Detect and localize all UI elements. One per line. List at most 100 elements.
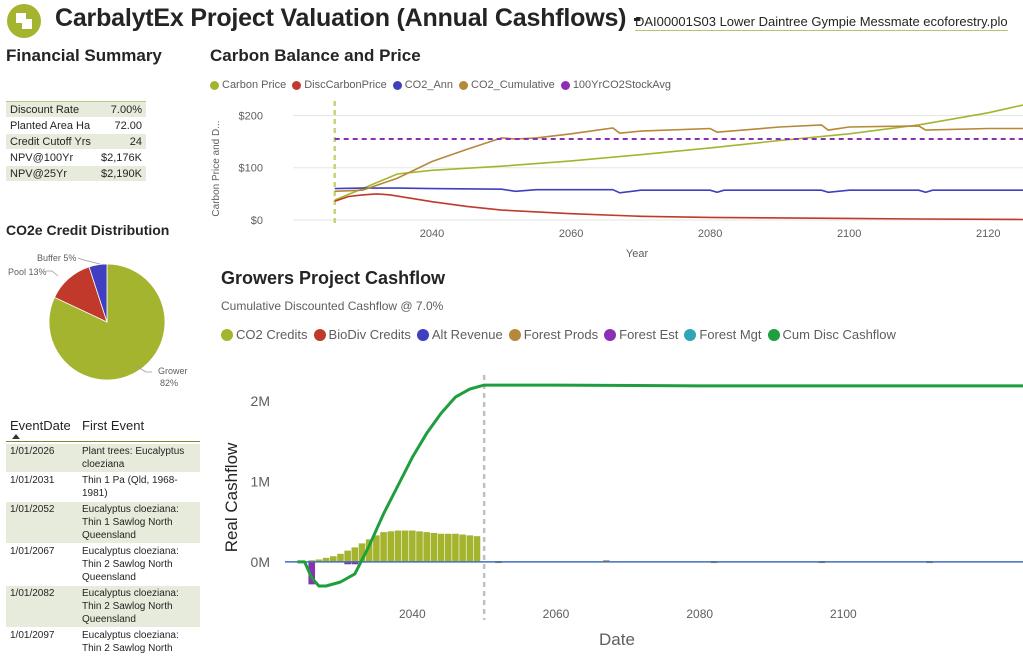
legend-label: CO2 Credits xyxy=(236,327,308,342)
bar-forest-est[interactable] xyxy=(344,561,351,565)
event-row[interactable]: 1/01/2052 Eucalyptus cloeziana: Thin 1 Saw… xyxy=(6,502,200,544)
bar-forest-est[interactable] xyxy=(351,561,359,565)
bar-co2-credits[interactable] xyxy=(329,556,337,562)
financial-summary-table: Discount Rate 7.00% Planted Area Ha 72.00 Cr… xyxy=(6,101,146,182)
legend-label: CO2_Ann xyxy=(404,79,454,91)
cashflow-legend-item-forest-mgt[interactable]: Forest Mgt xyxy=(684,327,762,342)
carbon-legend-item-100yrco2stockavg[interactable]: 100YrCO2StockAvg xyxy=(560,79,671,91)
bar-forest-est[interactable] xyxy=(308,561,316,585)
event-description-line: Eucalyptus cloeziana: xyxy=(82,630,179,641)
x-tick-label: 2060 xyxy=(559,228,583,240)
carbon-legend-item-co2-ann[interactable]: CO2_Ann xyxy=(392,79,454,91)
bar-co2-credits[interactable] xyxy=(337,553,344,562)
summary-row: Planted Area Ha 72.00 xyxy=(6,117,146,134)
event-date: 1/01/2067 xyxy=(10,546,55,557)
bar-co2-credits[interactable] xyxy=(466,535,474,562)
legend-marker-icon xyxy=(210,80,219,90)
credit-distribution-pie[interactable]: Buffer 5% Pool 13% Grower 82% xyxy=(0,244,205,394)
summary-label: NPV@25Yr xyxy=(6,165,96,182)
legend-label: DiscCarbonPrice xyxy=(304,79,387,91)
bar-co2-credits[interactable] xyxy=(351,547,359,562)
event-description: Thin 1 Pa (Qld, 1968- 1981) xyxy=(82,474,200,500)
y-tick-label: $200 xyxy=(239,110,263,122)
summary-row: NPV@100Yr $2,176K xyxy=(6,149,146,166)
financial-summary-heading: Financial Summary xyxy=(6,46,162,65)
legend-label: Forest Est xyxy=(619,327,679,342)
carbon-legend-item-co2-cumulative[interactable]: CO2_Cumulative xyxy=(459,79,555,91)
cashflow-heading: Growers Project Cashflow xyxy=(221,268,446,288)
cashflow-legend-item-biodiv-credits[interactable]: BioDiv Credits xyxy=(313,327,411,342)
bar-co2-credits[interactable] xyxy=(416,531,423,562)
series-line-cum-disc-cashflow[interactable] xyxy=(297,383,1023,588)
pie-slice-buffer[interactable] xyxy=(88,263,108,323)
carbon-legend-item-disccarbonprice[interactable]: DiscCarbonPrice xyxy=(292,79,387,91)
summary-value: 7.00% xyxy=(96,101,146,118)
summary-value: 72.00 xyxy=(96,117,146,134)
bar-co2-credits[interactable] xyxy=(394,530,402,562)
event-date: 1/01/2097 xyxy=(10,630,55,641)
y-tick-label: 2M xyxy=(251,393,270,409)
legend-marker-icon xyxy=(221,328,233,341)
first-event-column-header[interactable]: First Event xyxy=(82,418,145,433)
legend-label: Carbon Price xyxy=(222,79,287,91)
event-description: Plant trees: Eucalyptus cloeziana xyxy=(82,445,200,471)
x-tick-label: 2080 xyxy=(698,228,722,240)
event-row[interactable]: 1/01/2031 Thin 1 Pa (Qld, 1968- 1981) xyxy=(6,473,200,502)
summary-label: Credit Cutoff Yrs xyxy=(6,133,96,150)
carbon-balance-chart[interactable]: $0 $100 $200 2040 2060 2080 2100 2120 Year Carbon… xyxy=(205,95,1023,265)
bar-co2-credits[interactable] xyxy=(344,550,351,562)
event-date: 1/01/2052 xyxy=(10,504,55,515)
pie-slice-grower[interactable] xyxy=(48,263,166,381)
series-line-co2-ann[interactable] xyxy=(334,187,1023,194)
bar-co2-credits[interactable] xyxy=(430,532,438,562)
bar-co2-credits[interactable] xyxy=(452,533,459,562)
bar-co2-credits[interactable] xyxy=(373,535,380,562)
bar-co2-credits[interactable] xyxy=(444,533,452,562)
bar-co2-credits[interactable] xyxy=(365,539,373,562)
event-description-line: Thin 1 Pa (Qld, 1968- xyxy=(82,475,178,486)
legend-label: Cum Disc Cashflow xyxy=(782,327,896,342)
bar-co2-credits[interactable] xyxy=(437,533,445,562)
cashflow-legend-item-forest-est[interactable]: Forest Est xyxy=(604,327,678,342)
event-date: 1/01/2082 xyxy=(10,588,55,599)
bar-co2-credits[interactable] xyxy=(315,559,323,562)
bar-co2-credits[interactable] xyxy=(473,536,481,562)
sort-ascending-icon[interactable] xyxy=(12,434,20,439)
event-description: Eucalyptus cloeziana: Thin 2 Sawlog North… xyxy=(82,545,200,584)
event-description-line: Queensland xyxy=(82,530,136,541)
legend-marker-icon xyxy=(560,80,570,90)
event-row[interactable]: 1/01/2026 Plant trees: Eucalyptus cloezian… xyxy=(6,444,200,473)
event-date: 1/01/2026 xyxy=(10,446,55,457)
cashflow-legend-item-cum-disc-cashflow[interactable]: Cum Disc Cashflow xyxy=(767,327,896,342)
pool-label: Pool 13% xyxy=(8,267,47,277)
event-date-column-header[interactable]: EventDate xyxy=(10,418,71,433)
bar-co2-credits[interactable] xyxy=(459,534,466,562)
series-line-disccarbonprice[interactable] xyxy=(334,193,1023,221)
bar-co2-credits[interactable] xyxy=(423,532,430,562)
event-description-line: Thin 2 Sawlog North xyxy=(82,559,173,570)
cashflow-legend-item-co2-credits[interactable]: CO2 Credits xyxy=(221,327,308,342)
x-tick-label: 2120 xyxy=(976,228,1000,240)
cashflow-chart[interactable]: 0M 1M 2M 2040 2060 2080 2100 Date Real Cashflow xyxy=(215,345,1023,657)
cashflow-legend-item-alt-revenue[interactable]: Alt Revenue xyxy=(416,327,503,342)
bar-co2-credits[interactable] xyxy=(387,531,395,562)
event-description: Eucalyptus cloeziana: Thin 2 Sawlog North… xyxy=(82,587,200,626)
series-line-carbon-price[interactable] xyxy=(334,104,1023,201)
cashflow-legend-item-forest-prods[interactable]: Forest Prods xyxy=(508,327,598,342)
legend-marker-icon xyxy=(392,80,402,90)
event-row[interactable]: 1/01/2082 Eucalyptus cloeziana: Thin 2 Saw… xyxy=(6,586,200,628)
series-line-co2-cumulative[interactable] xyxy=(334,124,1023,193)
event-description: Eucalyptus cloeziana: Thin 2 Sawlog North xyxy=(82,629,200,655)
project-file-name[interactable]: DAI00001S03 Lower Daintree Gympie Messma… xyxy=(635,14,1008,31)
legend-marker-icon xyxy=(292,80,302,90)
bar-co2-credits[interactable] xyxy=(322,557,330,562)
bar-co2-credits[interactable] xyxy=(358,543,366,562)
event-row[interactable]: 1/01/2067 Eucalyptus cloeziana: Thin 2 Saw… xyxy=(6,544,200,586)
summary-row: NPV@25Yr $2,190K xyxy=(6,165,146,182)
bar-co2-credits[interactable] xyxy=(380,532,387,562)
event-row[interactable]: 1/01/2097 Eucalyptus cloeziana: Thin 2 Saw… xyxy=(6,628,200,657)
carbon-legend-item-carbon-price[interactable]: Carbon Price xyxy=(210,79,286,91)
bar-co2-credits[interactable] xyxy=(409,530,416,562)
summary-row: Discount Rate 7.00% xyxy=(6,101,146,118)
bar-co2-credits[interactable] xyxy=(401,530,409,562)
